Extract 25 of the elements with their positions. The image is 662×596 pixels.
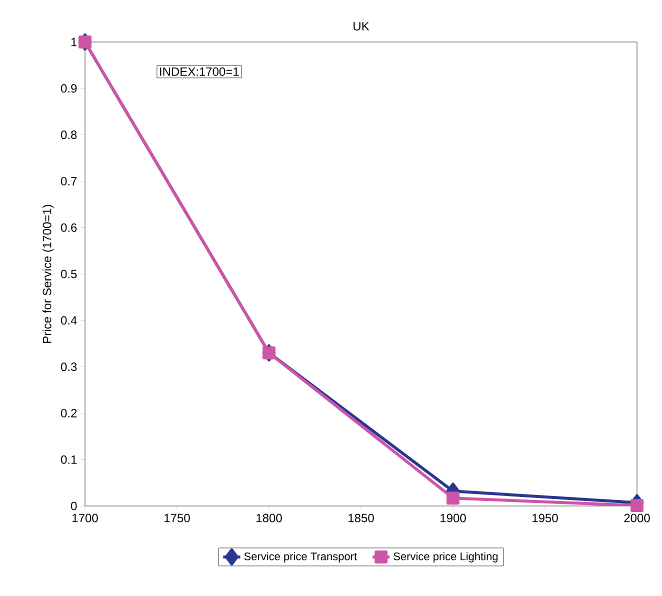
chart-title: UK <box>354 22 370 30</box>
x-tick-label: 1700 <box>72 514 98 522</box>
y-tick-label: 0.3 <box>60 362 77 372</box>
y-tick-label: 0.2 <box>60 408 77 418</box>
x-tick-label: 1800 <box>256 514 282 522</box>
y-tick-label: 0.1 <box>60 455 77 464</box>
y-tick-label: 0.7 <box>60 176 77 186</box>
x-tick-label: 1950 <box>532 514 558 522</box>
point <box>630 499 644 512</box>
x-tick-label: 1850 <box>348 514 374 522</box>
y-tick-label: 0.8 <box>60 130 77 140</box>
y-tick-label: 0.5 <box>60 270 77 278</box>
y-tick-label: 0 <box>71 502 77 510</box>
point <box>446 492 460 505</box>
y-tick-label: 1 <box>71 38 77 46</box>
annotation: INDEX:1700=1 <box>160 67 239 76</box>
legend-label: Service price Lighting <box>394 552 498 562</box>
y-axis-title: Price for Service (1700=1) <box>42 204 54 343</box>
x-tick-label: 1750 <box>164 514 190 522</box>
x-tick-label: 2000 <box>624 514 650 522</box>
y-tick-label: 0.6 <box>60 223 77 232</box>
y-tick-label: 0.9 <box>60 84 77 93</box>
legend-label: Service price Transport <box>244 552 357 562</box>
x-tick-label: 1900 <box>440 514 466 522</box>
y-tick-label: 0.4 <box>60 316 77 325</box>
